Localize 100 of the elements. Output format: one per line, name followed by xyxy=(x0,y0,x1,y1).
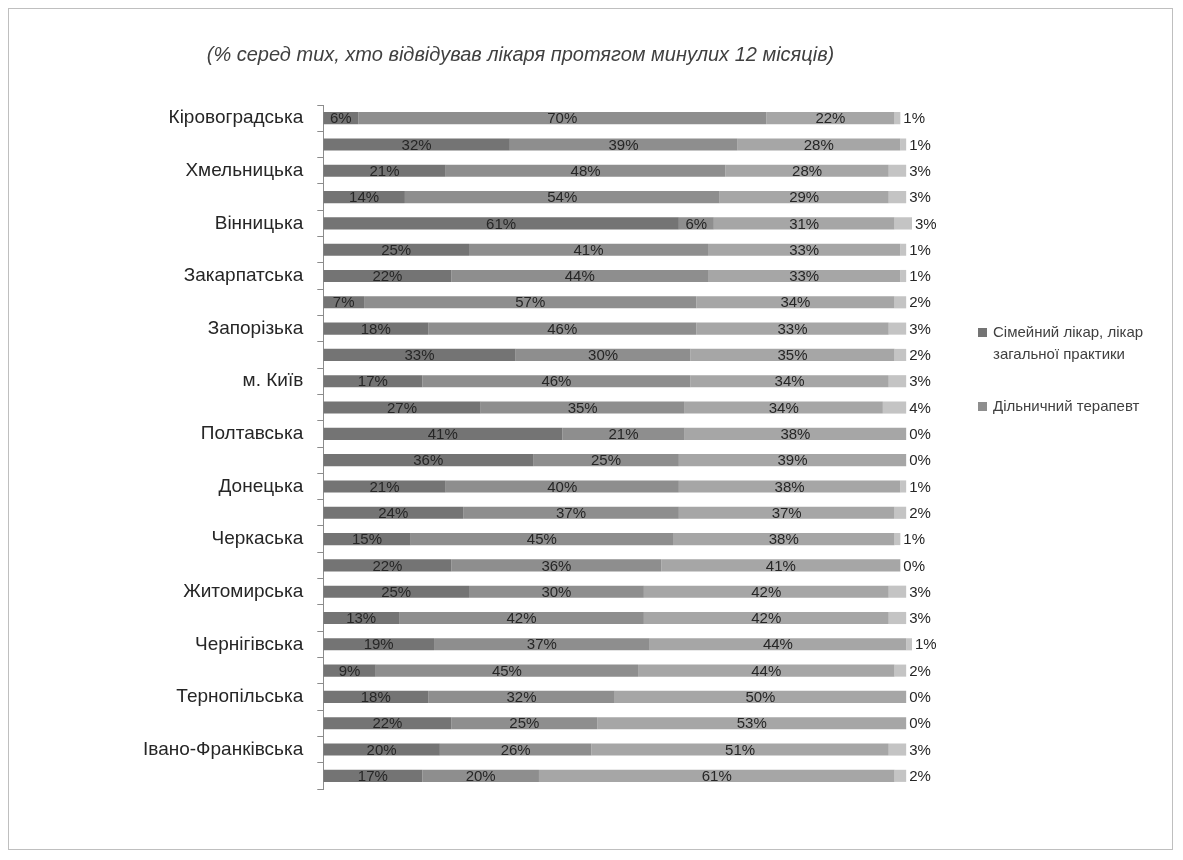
y-tick-label: Тернопільська xyxy=(176,685,304,707)
bar xyxy=(323,401,481,414)
data-label: 17% xyxy=(357,766,388,784)
data-label: 46% xyxy=(541,372,572,390)
data-label: 33% xyxy=(789,240,820,258)
bar xyxy=(684,401,883,414)
data-label: 1% xyxy=(915,635,937,653)
bar xyxy=(638,664,895,677)
y-tick-label: Закарпатська xyxy=(183,264,304,286)
bar xyxy=(643,611,889,625)
data-label: 35% xyxy=(777,346,808,364)
data-label: 36% xyxy=(541,556,572,574)
data-label: 14% xyxy=(349,188,380,206)
bar xyxy=(509,138,738,151)
data-label: 33% xyxy=(789,267,820,285)
bar xyxy=(888,164,907,177)
data-label: 27% xyxy=(386,398,417,416)
bar xyxy=(399,611,644,625)
bar xyxy=(894,506,907,519)
data-label: 35% xyxy=(567,398,598,416)
data-label: 54% xyxy=(547,188,578,206)
data-label: 0% xyxy=(909,451,931,469)
data-label: 61% xyxy=(701,766,732,784)
y-tick-label: Івано-Франківська xyxy=(143,737,304,759)
y-tick-label: Донецька xyxy=(218,474,304,496)
bar xyxy=(713,217,895,230)
data-label: 37% xyxy=(771,503,802,521)
data-label: 0% xyxy=(909,424,931,442)
bar xyxy=(906,638,912,651)
bar xyxy=(900,480,907,493)
data-label: 18% xyxy=(360,319,391,337)
data-label: 34% xyxy=(768,398,799,416)
data-label: 39% xyxy=(777,451,808,469)
bar xyxy=(445,164,726,177)
bar xyxy=(445,480,679,493)
data-label: 46% xyxy=(547,319,578,337)
data-label: 30% xyxy=(588,346,619,364)
y-tick-label: Чернігівська xyxy=(195,632,304,654)
y-tick-label: Житомирська xyxy=(183,579,304,601)
bar xyxy=(894,664,907,677)
bar xyxy=(707,269,901,283)
data-label: 7% xyxy=(332,293,355,311)
data-label: 19% xyxy=(363,635,394,653)
bar xyxy=(469,585,644,598)
data-label: 1% xyxy=(909,135,931,153)
bar xyxy=(696,322,889,335)
data-label: 37% xyxy=(556,503,587,521)
data-label: 41% xyxy=(765,556,796,574)
data-label: 39% xyxy=(608,135,639,153)
bar xyxy=(894,217,912,230)
bar xyxy=(678,454,907,467)
y-tick-label: Запорізька xyxy=(207,316,304,338)
data-label: 42% xyxy=(751,609,782,627)
data-label: 38% xyxy=(774,477,805,495)
data-label: 45% xyxy=(491,661,522,679)
data-label: 61% xyxy=(486,214,517,232)
data-label: 22% xyxy=(372,267,403,285)
data-label: 1% xyxy=(909,267,931,285)
data-label: 21% xyxy=(608,424,639,442)
data-label: 4% xyxy=(909,398,931,416)
y-tick-label: Вінницька xyxy=(214,211,304,233)
bar xyxy=(882,401,907,414)
data-label: 34% xyxy=(774,372,805,390)
y-tick-label: Кіровоградська xyxy=(168,106,304,128)
data-label: 57% xyxy=(515,293,546,311)
data-label: 2% xyxy=(909,293,931,311)
data-label: 41% xyxy=(573,240,604,258)
bar xyxy=(719,191,889,204)
data-label: 29% xyxy=(789,188,820,206)
data-label: 0% xyxy=(909,714,931,732)
data-label: 22% xyxy=(372,714,403,732)
data-label: 9% xyxy=(338,661,361,679)
bar xyxy=(894,296,907,309)
bar xyxy=(591,743,889,756)
data-label: 44% xyxy=(762,635,793,653)
data-label: 3% xyxy=(909,582,931,600)
data-label: 20% xyxy=(366,740,397,758)
bar xyxy=(480,401,685,414)
bar xyxy=(690,348,895,361)
bar xyxy=(894,348,907,361)
data-label: 22% xyxy=(372,556,403,574)
bar xyxy=(410,533,674,546)
data-label: 44% xyxy=(564,267,595,285)
data-label: 1% xyxy=(903,109,926,127)
data-label: 25% xyxy=(590,451,622,469)
bar xyxy=(439,743,592,756)
data-label: 44% xyxy=(751,661,782,679)
data-label: 3% xyxy=(909,372,931,390)
bar xyxy=(678,506,895,519)
data-label: 25% xyxy=(381,582,412,600)
data-label: 42% xyxy=(751,582,782,600)
data-label: 33% xyxy=(404,346,435,364)
data-label: 38% xyxy=(768,530,799,548)
data-label: 70% xyxy=(547,109,578,127)
chart-title: (% серед тих, хто відвідував лікаря протягом минулих 12 місяців) xyxy=(206,42,835,65)
bar xyxy=(323,217,679,230)
bar xyxy=(323,743,440,756)
bar xyxy=(894,769,907,782)
data-label: 15% xyxy=(351,530,383,548)
bar xyxy=(358,112,767,125)
